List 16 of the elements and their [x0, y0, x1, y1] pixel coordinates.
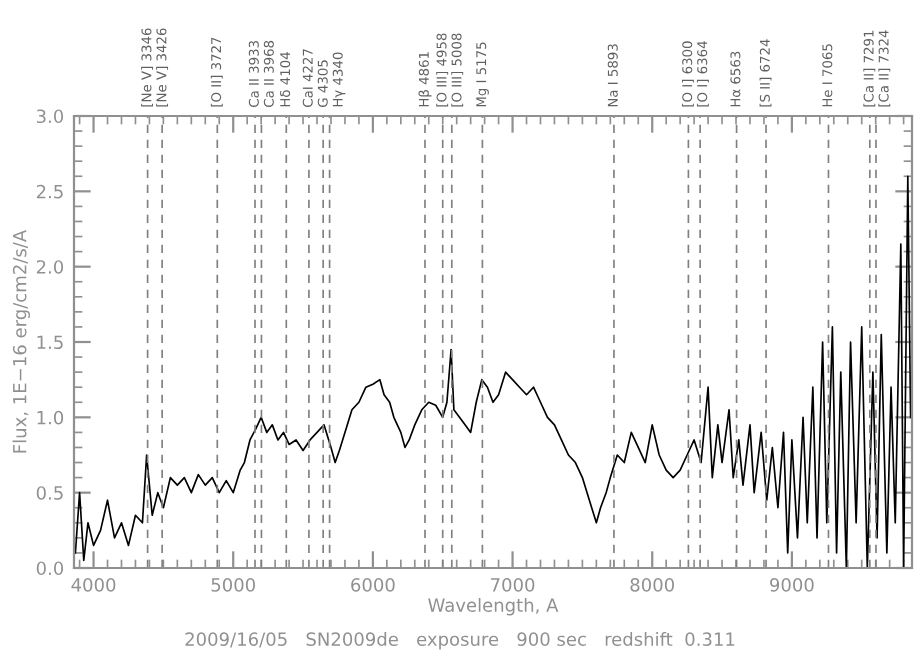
y-tick-label: 1.0: [37, 410, 64, 425]
x-tick-label: 8000: [630, 578, 674, 592]
x-tick-label: 6000: [351, 578, 395, 592]
y-tick-label: 2.5: [36, 184, 63, 199]
y-tick-label: 1.5: [37, 335, 63, 350]
y-tick-label: 0.0: [36, 561, 64, 576]
text: 2009/16/05 SN2009de exposure 900 sec redshift 0.311: [185, 632, 735, 650]
x-tick-label: 7000: [491, 578, 535, 592]
x-tick-label: 9000: [770, 578, 814, 592]
x-tick-label: 5000: [211, 578, 255, 592]
y-tick-label: 3.0: [36, 109, 64, 124]
x-tick-label: 4000: [71, 578, 116, 592]
y-tick-label: 2.0: [36, 260, 64, 274]
y-axis-title: Flux, 1E−16 erg/cm2/s/A: [12, 229, 31, 453]
x-axis-title: Wavelength, A: [428, 597, 559, 616]
y-tick-label: 0.5: [36, 486, 63, 500]
